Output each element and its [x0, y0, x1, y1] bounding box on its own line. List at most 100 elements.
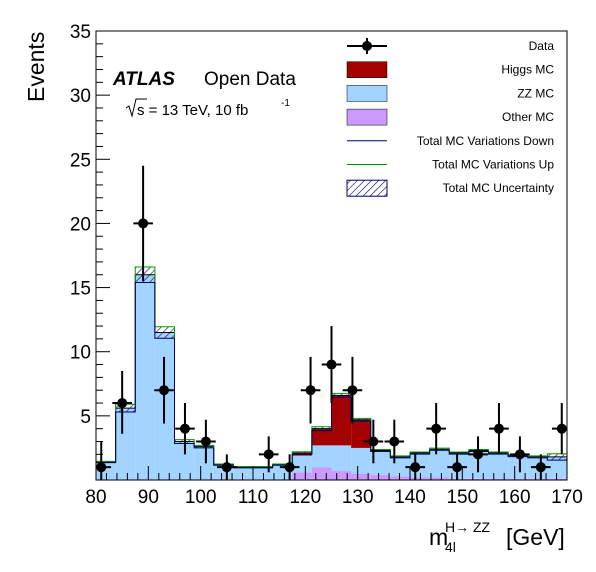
bar-zz-mc-11 [311, 445, 332, 468]
uncertainty-bin-3 [154, 326, 175, 339]
uncertainty-bin-2 [135, 267, 155, 283]
data-marker [389, 436, 400, 447]
uncertainty-bin-5 [194, 445, 214, 448]
data-marker [284, 462, 295, 473]
svg-text:s = 13 TeV, 10 fb: s = 13 TeV, 10 fb [137, 102, 248, 119]
bar-other-mc-15 [390, 476, 410, 480]
y-tick-label-2: 15 [70, 279, 91, 300]
x-axis-label: m H→ ZZ 4l [GeV] [429, 519, 565, 555]
bar-other-mc-20 [488, 478, 509, 480]
data-marker [117, 398, 128, 409]
data-point-20 [531, 454, 551, 480]
x-axis-label-subscript: 4l [445, 539, 456, 555]
data-point-6 [217, 454, 237, 480]
data-marker [263, 449, 274, 460]
x-tick-label-5: 130 [342, 487, 374, 508]
x-tick-label-2: 100 [185, 487, 217, 508]
y-tick-label-0: 5 [80, 407, 91, 428]
y-tick-label-6: 35 [70, 22, 91, 43]
bar-zz-mc-4 [174, 441, 195, 480]
legend-label: Higgs MC [501, 63, 554, 77]
legend-label: Data [529, 39, 555, 53]
bar-other-mc-14 [370, 474, 391, 480]
x-axis-label-main: m [429, 524, 448, 550]
open-data-label: Open Data [204, 69, 296, 90]
legend-hatch-icon [346, 179, 388, 197]
bar-other-mc-17 [429, 477, 450, 480]
data-marker [347, 385, 358, 396]
x-tick-label-0: 80 [85, 487, 106, 508]
bar-zz-mc-23 [547, 456, 567, 479]
bar-zz-mc-21 [508, 455, 528, 479]
energy-root: s [137, 102, 145, 119]
svg-text:[GeV]: [GeV] [506, 524, 565, 550]
uncertainty-bin-10 [292, 451, 312, 455]
bar-zz-mc-5 [194, 446, 214, 480]
legend-data-marker-icon [362, 41, 372, 51]
svg-text:H→ ZZ: H→ ZZ [445, 519, 491, 535]
data-marker [578, 449, 588, 459]
data-point-10 [321, 326, 342, 404]
uncertainty-bin-18 [449, 452, 469, 455]
energy-lumi-label: s = 13 TeV, 10 fb -1 [125, 98, 290, 119]
uncertainty-bin-15 [390, 455, 410, 458]
y-axis-label: Events [23, 32, 49, 102]
uncertainty-bin-12 [331, 393, 352, 398]
legend-swatch-icon [346, 108, 388, 126]
data-marker [410, 462, 421, 473]
data-point-18 [489, 403, 509, 455]
bar-higgs-mc-12 [331, 395, 352, 446]
y-tick-label-3: 20 [70, 214, 91, 235]
bar-other-mc-11 [311, 467, 332, 480]
data-marker [493, 423, 504, 434]
bar-other-mc-12 [331, 471, 352, 480]
data-point-17 [468, 436, 488, 473]
uncertainty-bin-14 [370, 449, 391, 452]
x-axis-label-superscript: H→ ZZ [445, 519, 491, 535]
data-point-2 [133, 165, 153, 282]
data-marker [535, 462, 546, 473]
data-point-12 [363, 419, 384, 464]
energy-text: = 13 TeV, 10 fb [145, 102, 249, 119]
data-marker [368, 436, 379, 447]
data-marker [431, 423, 442, 434]
uncertainty-bin-13 [351, 418, 371, 421]
legend-entry-total-mc-variations-up: Total MC Variations Up [347, 158, 554, 172]
bar-other-mc-18 [449, 478, 469, 480]
data-marker [179, 423, 190, 434]
x-tick-label-4: 120 [289, 487, 321, 508]
legend-entry-total-mc-variations-down: Total MC Variations Down [347, 134, 554, 148]
data-marker [138, 218, 149, 229]
x-axis-ticks: 80 90 100 110 120 130 140 150 160 170 [85, 466, 583, 508]
sqrt-symbol-icon [125, 98, 147, 118]
data-points [96, 165, 588, 480]
bar-other-mc-16 [410, 477, 430, 480]
bar-zz-mc-7 [233, 467, 253, 480]
legend-entry-total-mc-uncertainty: Total MC Uncertainty [346, 179, 554, 197]
y-tick-label-1: 10 [70, 343, 91, 364]
bar-higgs-mc-13 [351, 419, 371, 448]
uncertainty-bin-9 [272, 463, 293, 466]
data-marker [514, 449, 525, 460]
data-point-1 [112, 370, 132, 434]
svg-text:-1: -1 [281, 98, 290, 109]
x-tick-label-3: 110 [238, 487, 268, 508]
atlas-label: ATLAS [112, 69, 175, 90]
data-point-8 [279, 454, 300, 480]
data-point-15 [426, 403, 446, 455]
x-tick-label-7: 150 [446, 487, 478, 508]
x-axis-label-unit: [GeV] [506, 524, 565, 550]
legend-entry-zz-mc: ZZ MC [346, 85, 554, 102]
uncertainty-bin-1 [115, 404, 136, 413]
uncertainty-bin-17 [429, 448, 450, 451]
x-tick-label-9: 170 [551, 487, 583, 508]
data-point-19 [510, 436, 530, 473]
legend-swatch-icon [346, 61, 388, 78]
x-tick-label-6: 140 [394, 487, 426, 508]
bar-higgs-mc-11 [311, 428, 332, 446]
data-point-13 [384, 419, 405, 464]
legend-label: Total MC Uncertainty [443, 181, 554, 195]
bar-other-mc-22 [527, 478, 548, 480]
uncertainty-bin-16 [410, 452, 430, 455]
